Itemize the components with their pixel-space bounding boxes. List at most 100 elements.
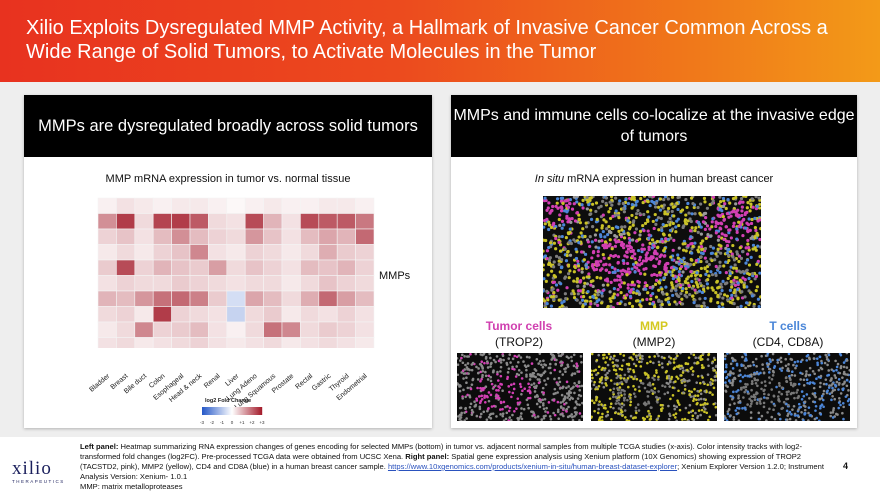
cell-dot xyxy=(572,296,577,300)
cell-dot xyxy=(607,225,611,229)
cell-dot xyxy=(648,381,652,385)
cell-dot xyxy=(525,368,528,372)
cell-dot xyxy=(816,361,819,365)
cell-dot xyxy=(537,362,540,365)
cell-dot xyxy=(595,299,599,304)
cell-dot xyxy=(744,269,748,273)
cell-dot xyxy=(640,247,644,251)
cell-dot xyxy=(589,299,593,304)
cell-dot xyxy=(479,412,483,416)
cell-dot xyxy=(502,400,506,404)
cell-dot xyxy=(492,404,496,408)
cell-dot xyxy=(508,353,512,356)
cell-dot xyxy=(679,367,682,371)
cell-dot xyxy=(555,201,559,205)
cell-dot xyxy=(772,408,775,411)
cell-dot xyxy=(687,419,690,421)
cell-dot xyxy=(689,274,693,278)
cell-dot xyxy=(636,299,640,303)
cell-dot xyxy=(690,279,694,284)
cell-dot xyxy=(616,293,620,297)
cell-dot xyxy=(740,220,744,224)
cell-dot xyxy=(727,240,731,244)
colorbar-step xyxy=(202,407,204,415)
cell-dot xyxy=(615,278,619,282)
cell-dot xyxy=(718,292,723,296)
cell-dot xyxy=(715,254,719,258)
cell-dot xyxy=(471,410,475,414)
cell-dot xyxy=(548,415,552,418)
cell-dot xyxy=(759,301,761,305)
cell-dot xyxy=(571,418,575,421)
cell-dot xyxy=(790,373,794,377)
cell-dot xyxy=(525,398,529,402)
cell-dot xyxy=(710,258,714,263)
cell-dot xyxy=(817,419,821,421)
cell-dot xyxy=(762,401,766,405)
cell-dot xyxy=(601,199,605,204)
colorbar-step xyxy=(246,407,248,415)
cell-dot xyxy=(710,273,715,277)
cell-dot xyxy=(759,227,761,231)
colorbar-step xyxy=(219,407,221,415)
cell-dot xyxy=(566,363,569,367)
cell-dot xyxy=(523,364,527,367)
cell-dot xyxy=(692,418,696,421)
heatmap-cell xyxy=(281,213,301,230)
cell-dot xyxy=(633,252,637,256)
cell-dot xyxy=(730,296,734,300)
cell-dot xyxy=(507,409,511,413)
cell-dot xyxy=(663,385,667,388)
colorbar-step xyxy=(231,407,233,415)
cell-dot xyxy=(637,258,642,262)
cell-dot xyxy=(848,403,850,407)
cell-dot xyxy=(818,385,822,389)
cell-dot xyxy=(583,252,588,256)
cell-dot xyxy=(606,410,610,414)
cell-dot xyxy=(547,262,551,267)
cell-dot xyxy=(699,356,702,359)
heatmap-cell xyxy=(97,337,117,348)
cell-dot xyxy=(594,296,598,300)
cell-dot xyxy=(782,400,786,404)
dataset-link[interactable]: https://www.10xgenomics.com/products/xen… xyxy=(387,462,678,471)
cell-dot xyxy=(713,369,717,372)
cell-dot xyxy=(562,397,566,401)
cell-dot xyxy=(663,267,667,271)
cell-dot xyxy=(565,286,569,290)
cell-dot xyxy=(793,360,797,364)
cell-dot xyxy=(620,272,624,276)
cell-dot xyxy=(722,217,727,222)
cell-dot xyxy=(638,271,643,276)
cell-dot xyxy=(741,355,744,359)
cell-dot xyxy=(716,295,720,299)
cell-dot xyxy=(511,391,515,395)
cell-dot xyxy=(483,361,486,365)
cell-dot xyxy=(651,376,654,380)
cell-dot xyxy=(624,197,628,201)
cell-dot xyxy=(726,276,730,281)
cell-dot xyxy=(750,217,754,222)
cell-dot xyxy=(648,285,652,290)
heatmap-cell xyxy=(152,213,172,230)
cell-dot xyxy=(665,292,669,296)
cell-dot xyxy=(573,406,577,410)
colorbar-step xyxy=(245,407,247,415)
cell-dot xyxy=(695,271,699,275)
cell-dot xyxy=(479,370,483,374)
cell-dot xyxy=(690,286,694,290)
cell-dot xyxy=(771,353,775,356)
cell-dot xyxy=(698,297,702,301)
cell-dot xyxy=(581,401,583,405)
cell-dot xyxy=(743,278,747,282)
heatmap-cell xyxy=(189,290,209,307)
cell-dot xyxy=(715,375,717,378)
cell-dot xyxy=(606,363,610,367)
cell-dot xyxy=(639,356,642,360)
cell-dot xyxy=(557,354,561,358)
cell-dot xyxy=(744,385,748,389)
cell-dot xyxy=(535,357,539,361)
cell-dot xyxy=(688,217,692,221)
cell-dot xyxy=(597,365,601,369)
cell-dot xyxy=(595,264,599,268)
